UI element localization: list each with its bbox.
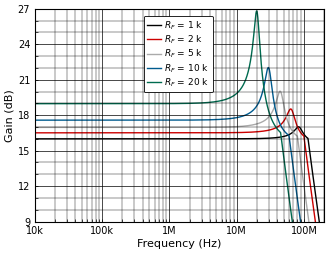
$R_F$ = 1 k: [297, 125, 301, 128]
$R_F$ = 2 k: [316, 243, 320, 246]
$R_F$ = 1 k: [66, 137, 70, 140]
$R_F$ = 5 k: [33, 126, 37, 129]
$R_F$ = 2 k: [33, 131, 37, 134]
$R_F$ = 20 k: [83, 102, 87, 105]
$R_F$ = 5 k: [83, 126, 87, 129]
$R_F$ = 1 k: [156, 137, 160, 140]
Line: $R_F$ = 5 k: $R_F$ = 5 k: [35, 91, 324, 254]
$R_F$ = 1 k: [285, 134, 289, 137]
$R_F$ = 2 k: [144, 131, 148, 134]
Y-axis label: Gain (dB): Gain (dB): [5, 89, 15, 141]
$R_F$ = 2 k: [289, 107, 293, 110]
$R_F$ = 5 k: [286, 119, 290, 122]
$R_F$ = 1 k: [33, 137, 37, 140]
$R_F$ = 2 k: [83, 131, 87, 134]
$R_F$ = 10 k: [156, 119, 160, 122]
$R_F$ = 20 k: [66, 102, 70, 105]
Line: $R_F$ = 10 k: $R_F$ = 10 k: [35, 68, 324, 254]
Line: $R_F$ = 1 k: $R_F$ = 1 k: [35, 127, 324, 254]
$R_F$ = 20 k: [286, 184, 290, 187]
$R_F$ = 1 k: [83, 137, 87, 140]
$R_F$ = 10 k: [83, 119, 87, 122]
$R_F$ = 20 k: [156, 102, 160, 105]
$R_F$ = 2 k: [285, 113, 289, 116]
X-axis label: Frequency (Hz): Frequency (Hz): [138, 239, 222, 249]
$R_F$ = 10 k: [144, 119, 148, 122]
$R_F$ = 1 k: [316, 215, 320, 218]
Line: $R_F$ = 2 k: $R_F$ = 2 k: [35, 109, 324, 254]
$R_F$ = 5 k: [156, 126, 160, 129]
$R_F$ = 10 k: [33, 119, 37, 122]
$R_F$ = 20 k: [255, 9, 259, 12]
Legend: $R_F$ = 1 k, $R_F$ = 2 k, $R_F$ = 5 k, $R_F$ = 10 k, $R_F$ = 20 k: $R_F$ = 1 k, $R_F$ = 2 k, $R_F$ = 5 k, $…: [143, 15, 213, 92]
$R_F$ = 5 k: [144, 126, 148, 129]
$R_F$ = 20 k: [33, 102, 37, 105]
$R_F$ = 20 k: [144, 102, 148, 105]
$R_F$ = 2 k: [66, 131, 70, 134]
Line: $R_F$ = 20 k: $R_F$ = 20 k: [35, 11, 324, 254]
$R_F$ = 5 k: [66, 126, 70, 129]
$R_F$ = 10 k: [266, 66, 270, 69]
$R_F$ = 5 k: [278, 90, 282, 93]
$R_F$ = 10 k: [286, 133, 290, 136]
$R_F$ = 1 k: [144, 137, 148, 140]
$R_F$ = 10 k: [66, 119, 70, 122]
$R_F$ = 2 k: [156, 131, 160, 134]
